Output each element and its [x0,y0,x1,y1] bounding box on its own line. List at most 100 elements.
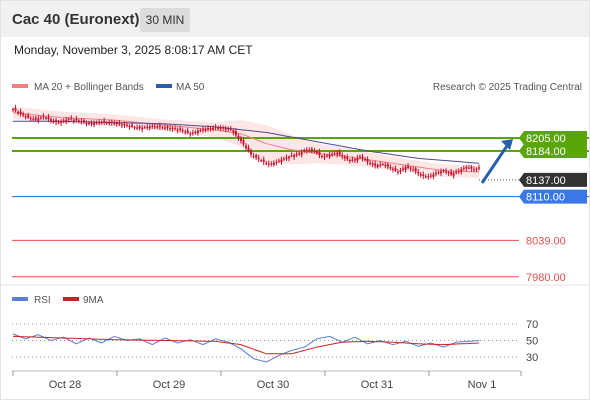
candle-body [255,155,258,158]
candle-body [148,126,151,129]
candle-body [300,152,303,155]
candle-body [87,123,90,125]
candle-body [166,126,169,128]
candle-body [242,139,245,145]
candle-body [136,127,139,129]
rsi-tick-label-0: 70 [526,319,538,331]
candle-body [434,173,437,175]
credit-text: Research © 2025 Trading Central [433,82,582,93]
candle-body [328,154,331,157]
candle-body [115,123,118,125]
rsi-plot: 70 50 30 [12,319,538,364]
candle-body [440,171,443,174]
candle-body [351,159,354,161]
candle-body [34,117,37,120]
candle-body [171,127,174,129]
candle-body [27,115,30,118]
candle-body [338,151,341,155]
timeframe-button[interactable]: 30 MIN [140,8,190,32]
candle-body [100,121,103,124]
candle-body [270,163,273,165]
ma20-legend-label: MA 20 + Bollinger Bands [34,82,144,93]
x-axis: Oct 28 Oct 29 Oct 30 Oct 31 Nov 1 [12,371,522,391]
candle-body [75,118,78,121]
candle-body [146,126,149,128]
candle-body [176,129,179,131]
candle-body [305,149,308,151]
candle-body [85,123,88,125]
candle-body [222,127,225,129]
ma50-legend-swatch [156,84,172,88]
candle-body [391,168,394,170]
candle-body [55,120,58,122]
instrument-title: Cac 40 (Euronext) [12,11,140,28]
candle-body [376,165,379,167]
candle-body [128,126,131,128]
candle-body [369,162,372,164]
candle-body [49,119,52,121]
candle-body [191,132,194,134]
candle-body [90,122,93,124]
candle-body [465,166,468,169]
candle-body [123,123,126,126]
candle-body [361,156,364,159]
candle-body [412,169,415,171]
candle-body [57,122,60,124]
candle-body [19,111,22,114]
candle-body [455,171,458,173]
ma20-legend-swatch [12,84,28,88]
candle-body [161,127,164,129]
rsi-legend-label: RSI [34,295,51,306]
candle-body [315,151,318,154]
candle-body [169,128,172,130]
price-tag-1: 8184.00 [526,146,566,158]
candle-body [285,157,288,159]
candle-body [452,173,455,176]
candle-body [12,109,14,111]
header-bar: Cac 40 (Euronext) 30 MIN [1,1,589,37]
candle-body [125,124,128,126]
candle-body [239,138,242,142]
candle-body [141,127,144,130]
candle-body [386,164,389,167]
candle-body [207,128,210,130]
candle-body [113,123,116,125]
candle-body [250,150,253,155]
candle-body [475,168,478,170]
candle-body [37,118,40,121]
candle-body [103,120,106,123]
candle-body [432,174,435,177]
candle-body [404,166,407,170]
candle-body [326,155,329,157]
candle-body [224,128,227,130]
candle-body [293,155,296,157]
candle-body [462,168,465,170]
candle-body [120,124,123,126]
candle-body [467,167,470,169]
candle-body [478,167,480,169]
candle-body [346,157,349,160]
candle-body [282,158,285,160]
candle-body [252,155,255,157]
candle-body [336,152,339,155]
candle-body [181,130,184,132]
forecast-arrow-head [501,139,513,150]
candle-body [52,121,55,123]
candle-body [353,159,356,161]
candle-body [417,172,420,174]
candle-body [138,126,141,129]
candle-body [427,176,430,178]
candle-body [24,116,27,118]
candle-body [313,150,316,152]
candle-body [379,164,382,166]
candle-body [234,131,237,136]
candle-body [414,168,417,172]
x-tick-label-2: Oct 30 [257,379,289,391]
candle-body [189,133,192,135]
rsi-line [12,333,480,363]
price-tag-bg-2 [519,172,587,187]
candle-body [460,169,463,172]
candle-body [60,121,63,123]
candle-body [318,151,321,156]
